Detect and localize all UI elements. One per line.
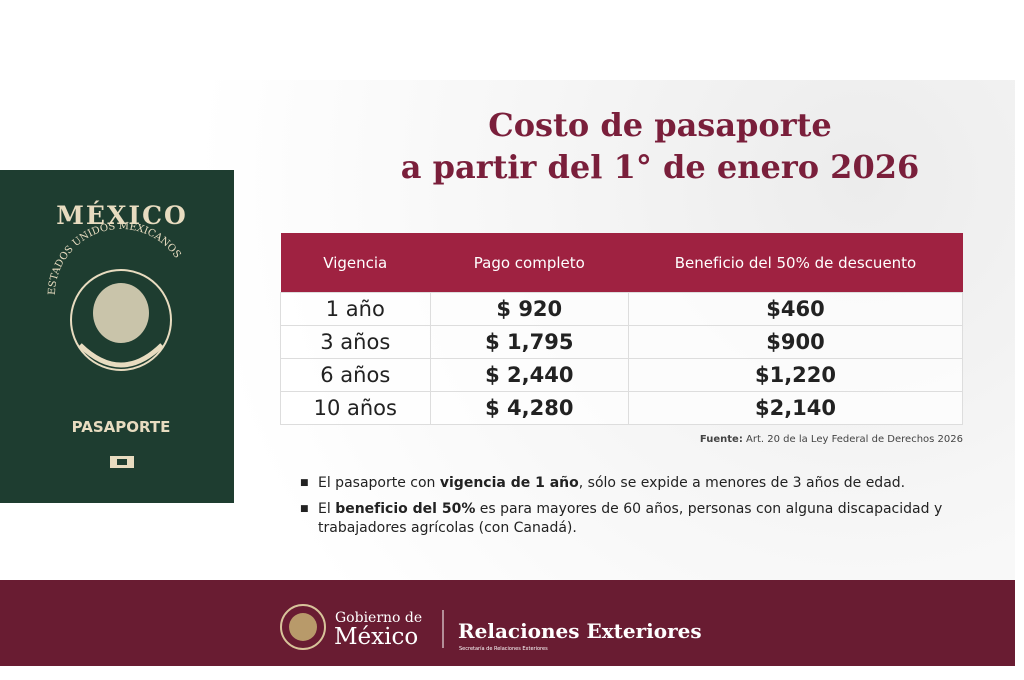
ministry-sub: Secretaría de Relaciones Exteriores <box>459 645 548 652</box>
price-cell: $460 <box>628 292 963 326</box>
table-row: 6 años $ 2,440 $1,220 <box>280 358 963 392</box>
source: Fuente: Art. 20 de la Ley Federal de Der… <box>700 434 963 445</box>
footer-seal <box>280 604 326 650</box>
table-body: 1 año $ 920 $460 3 años $ 1,795 $900 6 años $ 2… <box>280 292 963 425</box>
table-row: 1 año $ 920 $460 <box>280 292 963 326</box>
note-part: El pasaporte con <box>318 475 440 491</box>
note-text: El pasaporte con vigencia de 1 año, sólo… <box>318 474 960 493</box>
title-line-2: a partir del 1° de enero 2026 <box>400 148 920 186</box>
title-line-1: Costo de pasaporte <box>488 106 832 144</box>
price-cell: $ 4,280 <box>429 391 630 425</box>
table-row: 10 años $ 4,280 $2,140 <box>280 391 963 425</box>
validity-cell: 1 año <box>280 292 431 326</box>
header-cell: Vigencia <box>280 233 431 293</box>
validity-cell: 3 años <box>280 325 431 359</box>
bullet: ■ <box>300 504 309 514</box>
header-cell: Pago completo <box>430 233 629 293</box>
note-bold: vigencia de 1 año <box>439 475 579 491</box>
source-label: Fuente: <box>699 434 743 445</box>
seal-eagle <box>93 283 149 343</box>
source-text: Art. 20 de la Ley Federal de Derechos 20… <box>746 434 963 445</box>
bullet: ■ <box>300 478 309 488</box>
price-cell: $900 <box>628 325 963 359</box>
price-cell: $1,220 <box>628 358 963 392</box>
seal-ring <box>70 269 172 371</box>
gov-line-1: Gobierno de <box>335 610 422 626</box>
note-text: El beneficio del 50% es para mayores de … <box>318 500 960 538</box>
chip-icon-inner <box>117 459 127 465</box>
price-cell: $ 2,440 <box>429 358 630 392</box>
price-cell: $ 1,795 <box>429 325 630 359</box>
passport-country: MÉXICO <box>56 201 188 230</box>
gov-line-2: México <box>334 624 418 650</box>
passport: MÉXICO ESTADOS UNIDOS MEXICANOS PASAPORT… <box>0 170 234 503</box>
cost-table: Vigencia Pago completo Beneficio del 50%… <box>280 233 963 425</box>
header-row: Vigencia Pago completo Beneficio del 50%… <box>280 233 963 293</box>
validity-cell: 10 años <box>280 391 431 425</box>
seal-wreath <box>78 343 164 368</box>
note-part: es para mayores de 60 años, personas con… <box>318 501 943 536</box>
passport-graphic: MÉXICO ESTADOS UNIDOS MEXICANOS PASAPORT… <box>47 201 188 468</box>
price-cell: $2,140 <box>628 391 963 425</box>
note: ■ El beneficio del 50% es para mayores de… <box>300 500 960 538</box>
footer-graphic: Gobierno de México Relaciones Exteriores… <box>280 604 702 652</box>
note-part: , sólo se expide a menores de 3 años de … <box>578 475 906 491</box>
passport-label: PASAPORTE <box>72 418 171 436</box>
ministry: Relaciones Exteriores <box>458 619 702 643</box>
table-row: 3 años $ 1,795 $900 <box>280 325 963 359</box>
validity-cell: 6 años <box>280 358 431 392</box>
note-bold: beneficio del 50% <box>335 501 476 517</box>
header-cell: Beneficio del 50% de descuento <box>628 233 963 293</box>
note: ■ El pasaporte con vigencia de 1 año, sól… <box>300 474 960 493</box>
note-part: El <box>318 501 336 517</box>
footer-seal-inner <box>289 613 317 641</box>
footer: Gobierno de México Relaciones Exteriores… <box>0 580 1015 666</box>
price-cell: $ 920 <box>429 292 630 326</box>
